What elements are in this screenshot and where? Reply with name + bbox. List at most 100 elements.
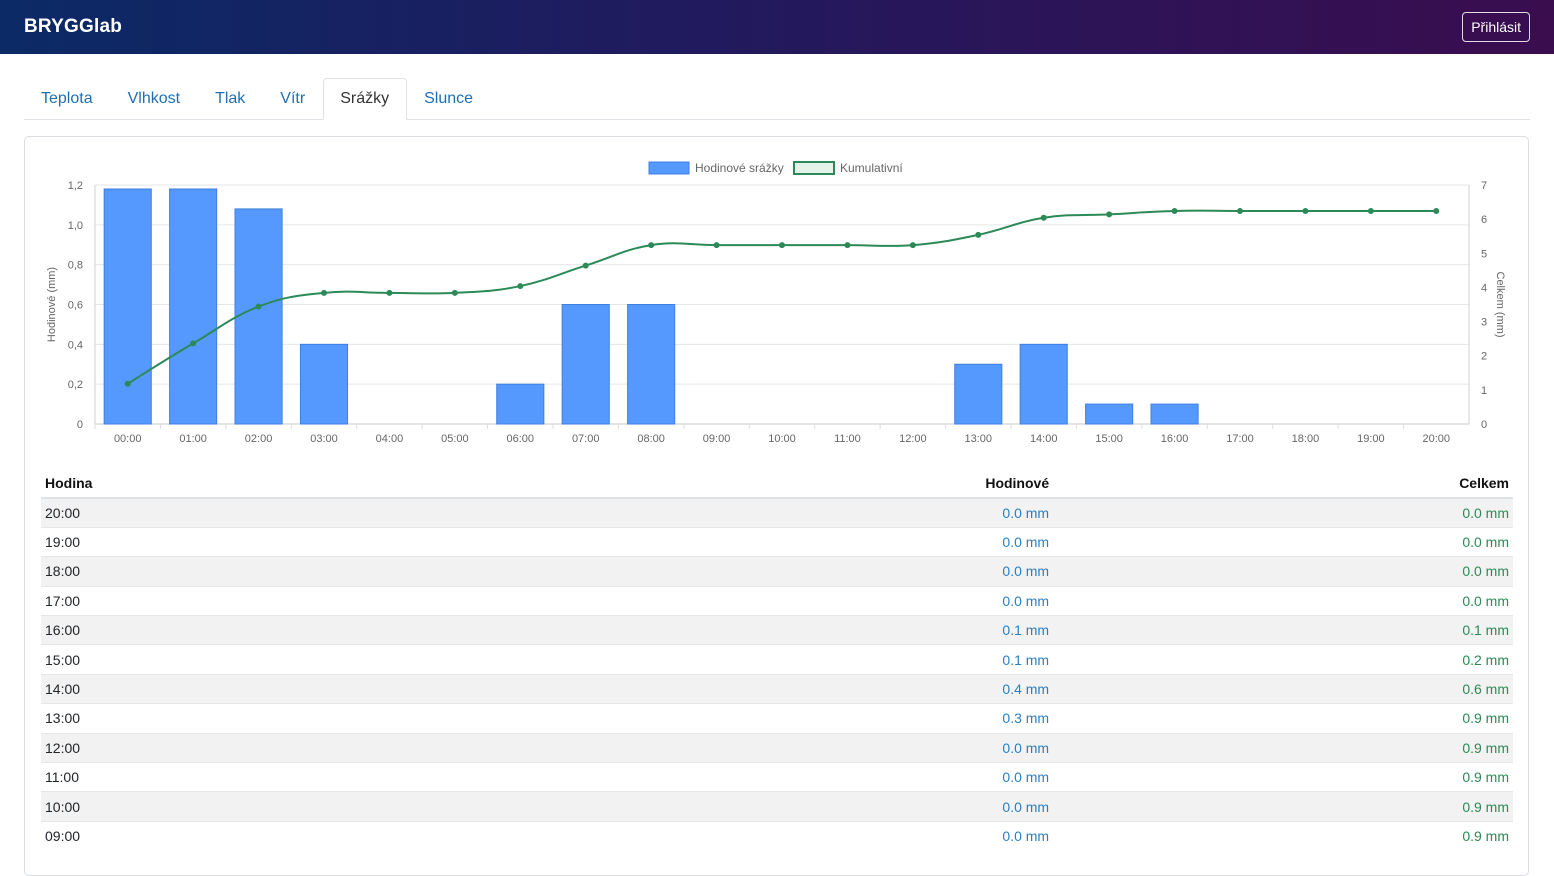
cell-hour: 09:00: [41, 820, 483, 851]
x-tick-label: 01:00: [179, 433, 207, 445]
cell-hourly: 0.1 mm: [482, 644, 1054, 675]
bar-hourly: [1019, 343, 1068, 425]
point-cumulative: [517, 283, 524, 290]
table-header-row: Hodina Hodinové Celkem: [41, 469, 1513, 499]
y2-tick-label: 4: [1481, 282, 1487, 294]
cell-total: 0.9 mm: [1053, 703, 1513, 734]
brand-logo[interactable]: BRYGGlab: [24, 16, 123, 37]
point-cumulative: [1433, 207, 1440, 214]
table-row: 12:00 0.0 mm 0.9 mm: [41, 732, 1513, 763]
table-row: 15:00 0.1 mm 0.2 mm: [41, 644, 1513, 675]
cell-total: 0.9 mm: [1053, 791, 1513, 822]
y-tick-label: 0,2: [68, 379, 83, 391]
precipitation-chart: 0 0,2 0,4 0,6 0,8 1,0 1,2 0 1 2 3 4 5 6 7 00:00 01:00 02:…: [46, 161, 1506, 445]
y2-tick-label: 1: [1481, 385, 1487, 397]
x-tick-label: 07:00: [572, 433, 600, 445]
bar-hourly: [954, 363, 1003, 425]
y2-tick-label: 5: [1481, 248, 1487, 260]
login-button[interactable]: Přihlásit: [1462, 12, 1530, 42]
x-tick-label: 03:00: [310, 433, 338, 445]
tab-1[interactable]: Vlhkost: [127, 90, 181, 107]
x-tick-label: 08:00: [637, 433, 665, 445]
table-row: 09:00 0.0 mm 0.9 mm: [41, 820, 1513, 851]
y2-tick-label: 3: [1481, 317, 1487, 329]
point-cumulative: [124, 380, 131, 387]
tab-3[interactable]: Vítr: [280, 90, 306, 107]
cell-hour: 15:00: [41, 644, 483, 675]
table-body: 20:00 0.0 mm 0.0 mm 19:00 0.0 mm 0.0 mm 18:00 0…: [41, 497, 1513, 851]
cell-total: 0.2 mm: [1053, 644, 1513, 675]
point-cumulative: [255, 303, 262, 310]
bar-hourly: [1085, 403, 1134, 425]
table-row: 18:00 0.0 mm 0.0 mm: [41, 556, 1513, 587]
cell-hourly: 0.0 mm: [482, 820, 1054, 851]
y-tick-label: 0,8: [68, 260, 83, 272]
tab-2[interactable]: Tlak: [215, 90, 246, 107]
main-container: Teplota Vlhkost Tlak Vítr Srážky Slunce 0 0,2 0…: [24, 78, 1530, 876]
table-row: 16:00 0.1 mm 0.1 mm: [41, 615, 1513, 645]
x-tick-label: 20:00: [1423, 433, 1451, 445]
x-tick-label: 16:00: [1161, 433, 1189, 445]
point-cumulative: [1302, 207, 1309, 214]
point-cumulative: [451, 289, 458, 296]
y2-tick-label: 2: [1481, 351, 1487, 363]
cell-hour: 20:00: [41, 497, 483, 528]
table-row: 19:00 0.0 mm 0.0 mm: [41, 526, 1513, 557]
table-row: 20:00 0.0 mm 0.0 mm: [41, 497, 1513, 528]
table-row: 11:00 0.0 mm 0.9 mm: [41, 762, 1513, 792]
y2-axis-title: Celkem (mm): [1494, 272, 1506, 338]
tab-5[interactable]: Slunce: [424, 90, 474, 107]
legend-swatch-cumulative: [793, 161, 835, 175]
cell-hour: 14:00: [41, 673, 483, 704]
y-tick-label: 1,2: [68, 180, 83, 192]
cell-hourly: 0.0 mm: [482, 732, 1054, 763]
x-tick-label: 14:00: [1030, 433, 1058, 445]
cell-hourly: 0.0 mm: [482, 791, 1054, 822]
cell-hour: 19:00: [41, 526, 483, 557]
precipitation-table: Hodina Hodinové Celkem 20:00 0.0 mm 0.0 mm…: [41, 469, 1513, 851]
point-cumulative: [713, 242, 720, 249]
x-tick-label: 12:00: [899, 433, 927, 445]
cell-total: 0.1 mm: [1053, 615, 1513, 645]
cell-total: 0.6 mm: [1053, 673, 1513, 704]
x-tick-label: 00:00: [114, 433, 142, 445]
cell-hour: 12:00: [41, 732, 483, 763]
bar-hourly: [234, 208, 283, 425]
legend-label-cumulative: Kumulativní: [840, 161, 903, 175]
bar-hourly: [496, 383, 545, 425]
cell-hourly: 0.0 mm: [482, 526, 1054, 557]
cell-total: 0.0 mm: [1053, 585, 1513, 616]
y-tick-label: 0: [77, 419, 83, 431]
x-tick-label: 04:00: [376, 433, 404, 445]
x-tick-label: 09:00: [703, 433, 731, 445]
point-cumulative: [779, 242, 785, 249]
x-tick-label: 02:00: [245, 433, 273, 445]
x-tick-label: 11:00: [834, 433, 861, 445]
cell-hourly: 0.0 mm: [482, 762, 1054, 792]
point-cumulative: [909, 242, 916, 249]
x-tick-label: 15:00: [1095, 433, 1123, 445]
top-navbar: BRYGGlab Přihlásit: [0, 0, 1554, 54]
y-tick-label: 1,0: [68, 220, 83, 232]
tab-4[interactable]: Srážky: [323, 78, 408, 120]
point-cumulative: [844, 242, 851, 249]
column-header-total: Celkem: [1053, 469, 1513, 499]
cell-hourly: 0.0 mm: [482, 497, 1054, 528]
point-cumulative: [1040, 214, 1047, 221]
point-cumulative: [1106, 211, 1113, 218]
point-cumulative: [582, 262, 589, 269]
point-cumulative: [190, 340, 197, 347]
cell-hourly: 0.1 mm: [482, 615, 1054, 645]
point-cumulative: [386, 289, 393, 296]
point-cumulative: [1367, 207, 1374, 214]
cell-total: 0.9 mm: [1053, 732, 1513, 763]
legend-swatch-hourly: [648, 161, 690, 175]
cell-hour: 13:00: [41, 703, 483, 734]
point-cumulative: [321, 289, 327, 296]
point-cumulative: [975, 231, 982, 238]
legend-label-hourly: Hodinové srážky: [695, 161, 784, 175]
tab-bar: Teplota Vlhkost Tlak Vítr Srážky Slunce: [24, 78, 1530, 120]
tab-0[interactable]: Teplota: [41, 90, 93, 107]
x-tick-label: 13:00: [965, 433, 993, 445]
y2-tick-label: 0: [1481, 419, 1487, 431]
